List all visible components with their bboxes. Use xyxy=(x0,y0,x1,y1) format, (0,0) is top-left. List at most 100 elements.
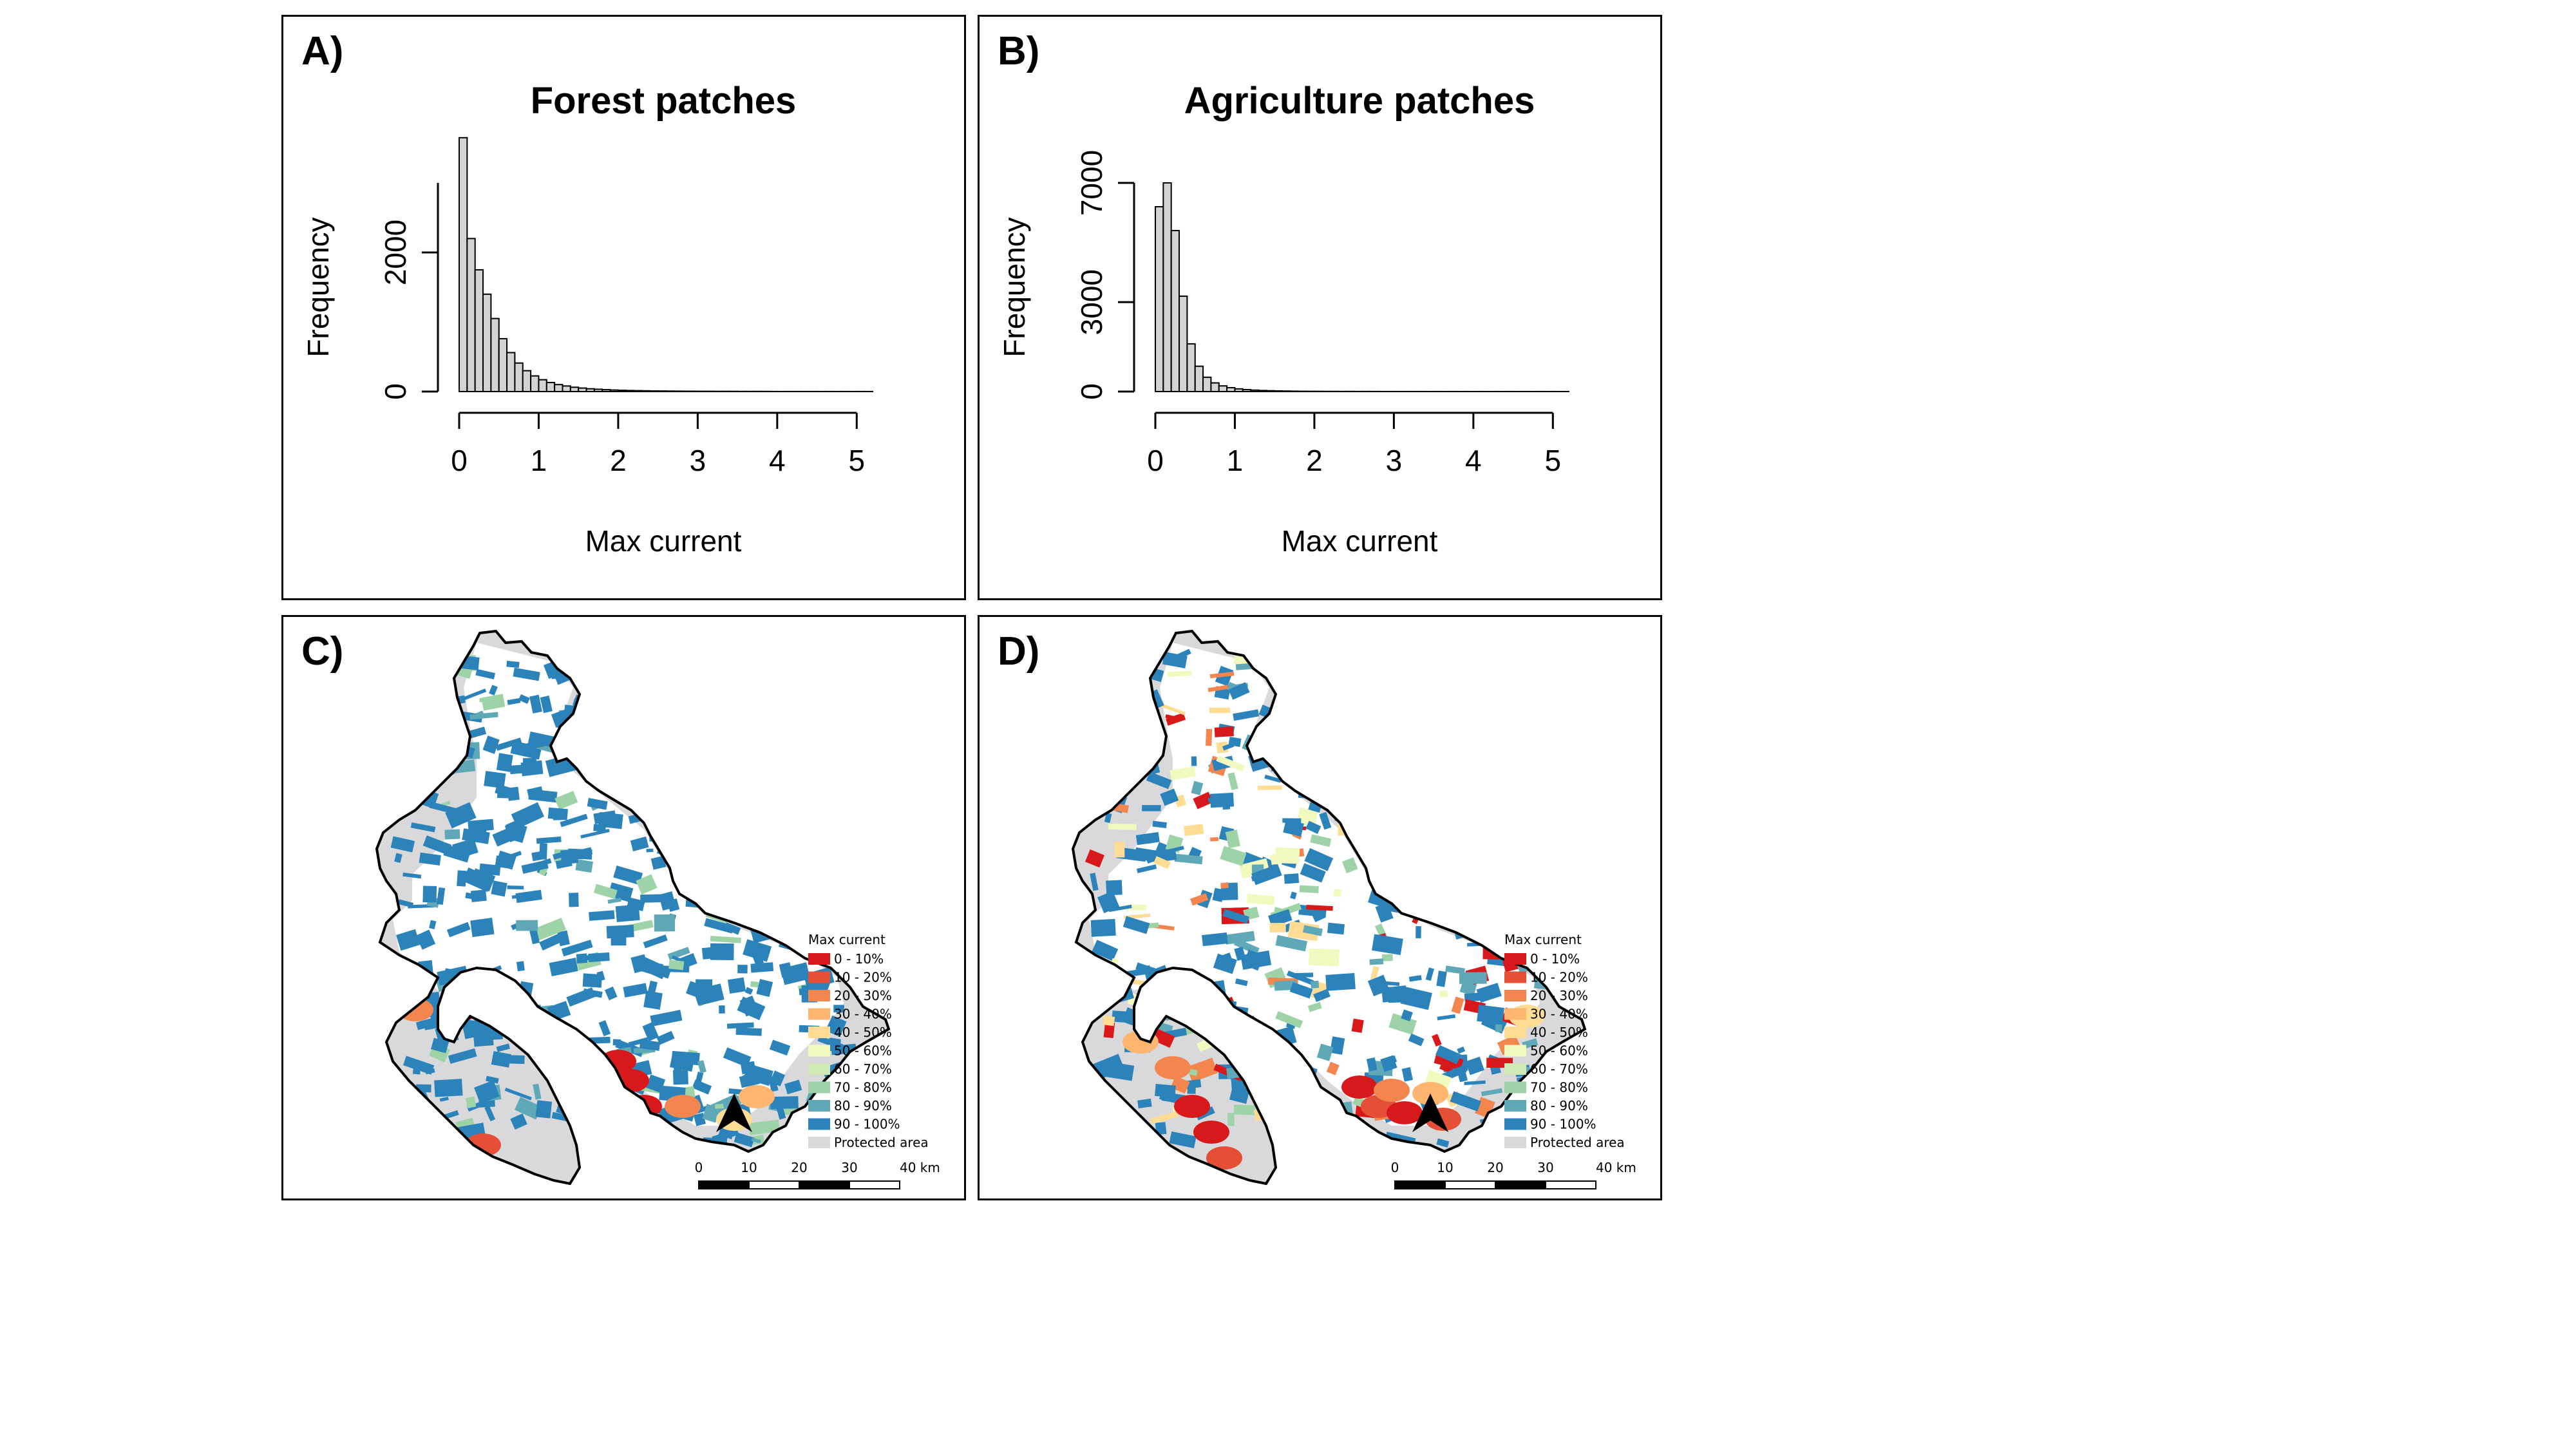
current-patch xyxy=(726,1022,754,1029)
current-patch xyxy=(547,807,568,820)
current-patch xyxy=(625,699,642,715)
scale-bar-label: 20 xyxy=(791,1160,807,1175)
histogram-bar xyxy=(665,390,675,393)
current-patch xyxy=(587,798,608,810)
panel-label: C) xyxy=(301,629,344,674)
current-patch xyxy=(396,714,415,726)
current-patch xyxy=(1440,904,1467,911)
current-patch xyxy=(1164,649,1191,665)
scale-bar-segment xyxy=(1495,1180,1546,1189)
current-patch xyxy=(1514,822,1522,829)
current-patch xyxy=(563,644,582,658)
histogram-bar xyxy=(593,388,603,392)
current-patch xyxy=(739,907,755,918)
current-patch xyxy=(1394,851,1418,866)
current-patch xyxy=(828,752,851,769)
histogram-bar xyxy=(657,390,667,392)
current-hotspot xyxy=(1174,1095,1210,1118)
current-patch xyxy=(1114,723,1126,738)
current-hotspot xyxy=(665,1095,701,1118)
current-patch xyxy=(1290,891,1297,900)
current-patch xyxy=(642,691,654,699)
current-patch xyxy=(539,933,563,951)
current-patch xyxy=(1254,650,1271,665)
current-patch xyxy=(1310,834,1332,848)
current-patch xyxy=(1268,909,1293,927)
current-patch xyxy=(1208,795,1220,803)
current-patch xyxy=(1150,1111,1179,1124)
current-patch xyxy=(527,786,544,798)
current-patch xyxy=(439,1097,449,1102)
current-patch xyxy=(737,706,768,715)
current-patch xyxy=(445,802,477,829)
current-patch xyxy=(1258,785,1283,790)
legend-swatch xyxy=(808,1045,830,1057)
legend-label: 0 - 10% xyxy=(1530,951,1580,967)
current-patch xyxy=(727,977,746,994)
current-patch xyxy=(447,989,467,1009)
current-patch xyxy=(484,771,506,789)
current-patch xyxy=(439,717,446,725)
panel-label: A) xyxy=(301,29,344,73)
current-patch xyxy=(1421,855,1430,864)
panel-b-agriculture-histogram: B) Agriculture patches 0 1 2 3 4 5 Max current 0… xyxy=(978,15,1662,600)
current-patch xyxy=(598,1020,611,1037)
current-patch xyxy=(486,1075,499,1084)
x-tick-label: 4 xyxy=(1465,444,1482,477)
current-patch xyxy=(652,727,674,736)
current-patch xyxy=(1289,710,1296,719)
x-tick-label: 1 xyxy=(1227,444,1244,477)
current-patch xyxy=(694,991,705,1006)
current-patch xyxy=(1450,1091,1481,1112)
scale-bar-segment xyxy=(698,1180,750,1189)
current-patch xyxy=(1092,940,1119,961)
current-patch xyxy=(470,918,495,938)
y-axis-label: Frequency xyxy=(301,217,335,357)
current-patch xyxy=(595,692,613,702)
current-patch xyxy=(728,867,748,881)
current-patch xyxy=(743,851,768,858)
current-patch xyxy=(1504,702,1513,715)
histogram-bar xyxy=(1226,386,1236,392)
histogram-bar xyxy=(633,390,643,393)
current-patch xyxy=(1451,996,1464,1014)
current-patch xyxy=(1510,846,1535,862)
current-hotspot xyxy=(1374,1079,1410,1102)
current-patch xyxy=(819,729,836,744)
current-patch xyxy=(831,727,864,752)
current-patch xyxy=(1276,674,1297,690)
current-patch xyxy=(395,929,421,951)
current-patch xyxy=(807,646,833,658)
current-patch xyxy=(671,689,694,703)
current-patch xyxy=(1228,682,1250,700)
current-patch xyxy=(788,891,820,905)
current-patch xyxy=(811,744,826,752)
current-patch xyxy=(746,697,770,702)
scale-bar-segment xyxy=(849,1180,900,1189)
current-patch xyxy=(1510,656,1526,674)
panel-label: B) xyxy=(998,29,1040,73)
current-patch xyxy=(1486,891,1509,905)
current-patch xyxy=(1319,811,1332,830)
current-patch xyxy=(511,802,545,829)
current-patch xyxy=(1292,972,1314,978)
current-patch xyxy=(753,767,768,782)
current-patch xyxy=(409,737,436,754)
histogram-bar xyxy=(466,238,476,392)
x-tick-label: 5 xyxy=(849,444,866,477)
current-patch xyxy=(564,743,574,753)
current-patch xyxy=(594,817,618,824)
current-patch xyxy=(1133,708,1159,714)
legend-swatch xyxy=(808,1081,830,1094)
current-patch xyxy=(1174,853,1203,865)
current-patch xyxy=(558,1079,583,1085)
current-patch xyxy=(524,1033,549,1051)
current-patch xyxy=(405,1115,424,1129)
current-patch xyxy=(788,744,822,765)
histogram-bar xyxy=(1265,390,1276,392)
current-patch xyxy=(775,837,792,847)
current-patch xyxy=(1461,781,1481,799)
panel-a-forest-histogram: A) Forest patches 0 1 2 3 4 5 Max current 0 2000 F… xyxy=(281,15,966,600)
current-patch xyxy=(1209,671,1235,679)
current-patch xyxy=(569,893,579,907)
